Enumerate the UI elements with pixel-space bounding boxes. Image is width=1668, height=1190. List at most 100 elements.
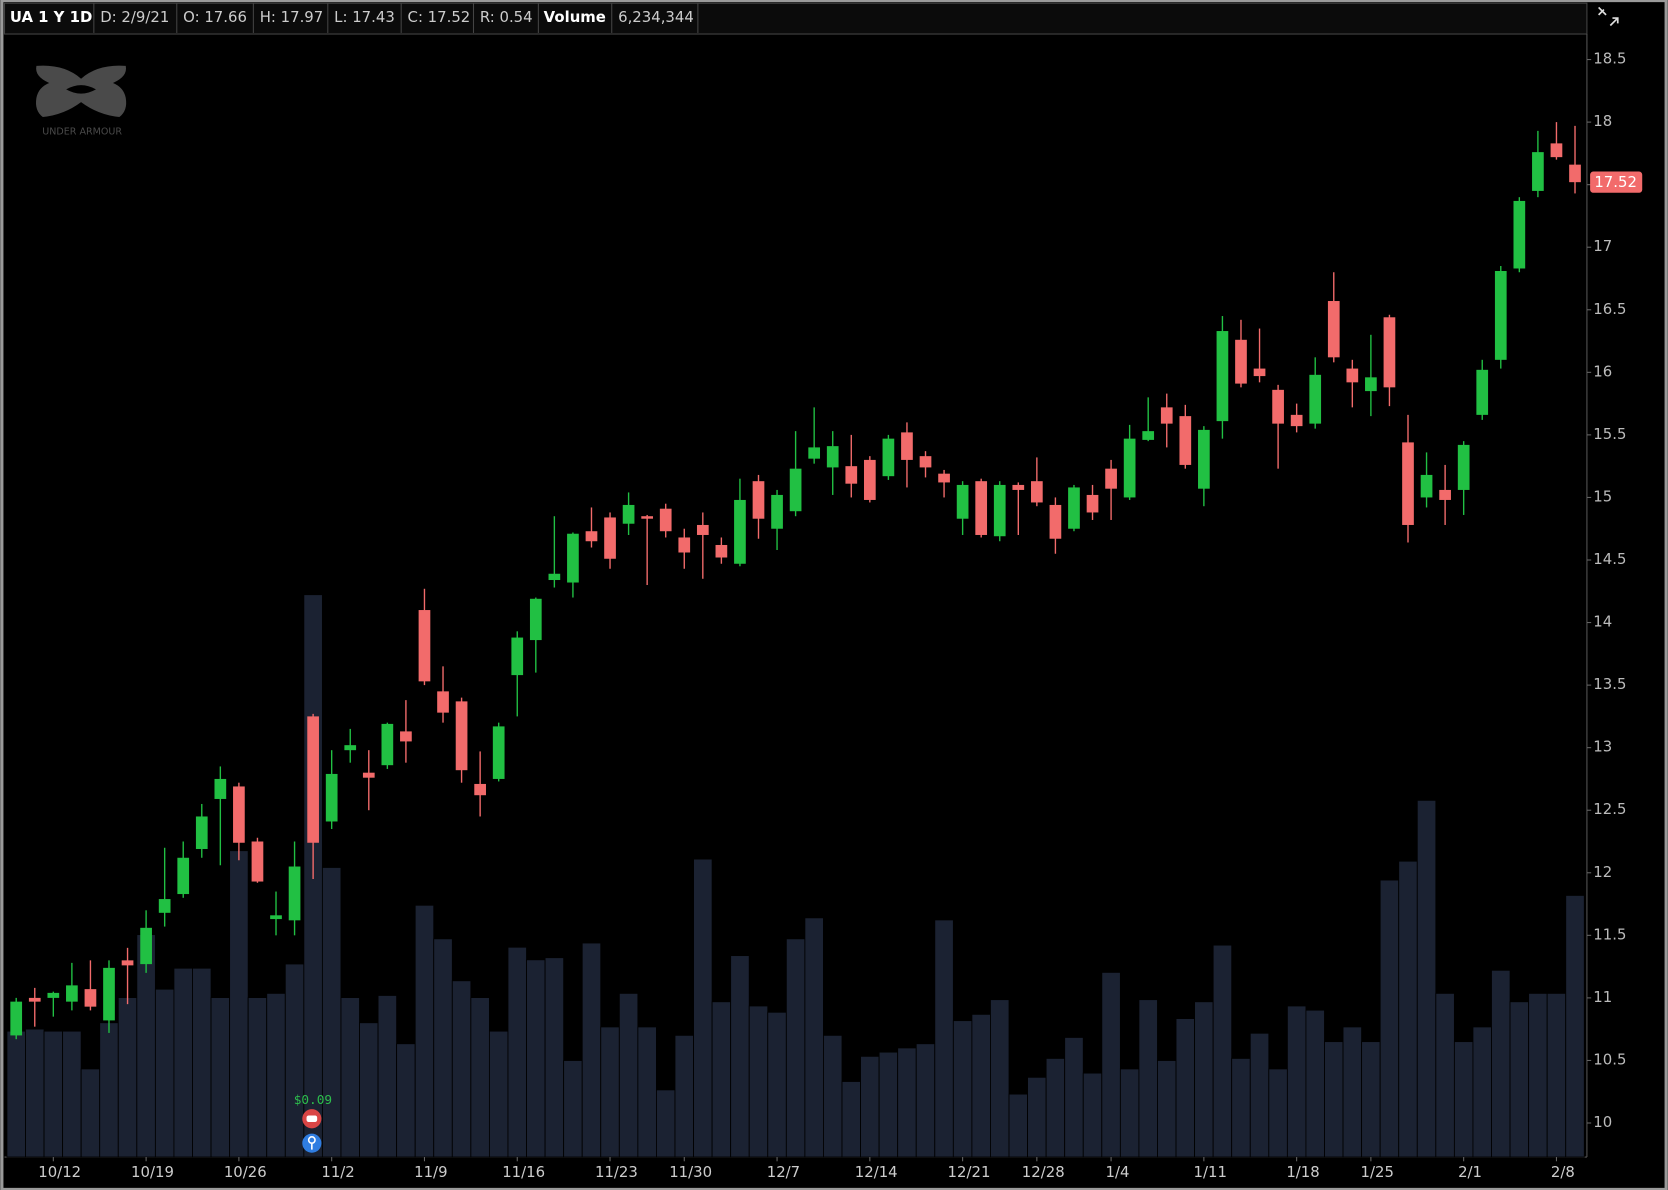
candle-body (1457, 444, 1470, 490)
candle-body (1068, 487, 1080, 529)
volume-bar (488, 1030, 509, 1158)
x-tick-label: 10/19 (131, 1163, 174, 1181)
volume-bar (433, 938, 453, 1158)
volume-bar (1027, 1076, 1047, 1158)
candle-body (177, 857, 190, 895)
volume-bar (117, 997, 138, 1158)
x-tick-label: 12/28 (1022, 1163, 1065, 1181)
candle-body (1569, 164, 1581, 183)
volume-bar (173, 967, 193, 1158)
candle-body (1494, 270, 1507, 360)
volume-bar (1249, 1032, 1270, 1158)
candle-body (233, 786, 245, 843)
candle-body (1123, 438, 1136, 498)
candle-body (1086, 494, 1099, 513)
candle-body (140, 927, 152, 965)
logo-mark (35, 65, 127, 117)
candle-body (1031, 481, 1043, 503)
icon-glyph (306, 1115, 318, 1122)
candle-body (66, 985, 78, 1002)
volume-bar (711, 1001, 732, 1158)
volume-bar (1268, 1068, 1288, 1158)
candle-body (956, 484, 969, 519)
candle-body (678, 537, 691, 553)
y-tick-label: 11.5 (1593, 925, 1626, 943)
x-tick-label: 11/9 (414, 1163, 447, 1181)
symbol[interactable]: UA 1 Y 1D (10, 8, 93, 26)
date: D: 2/9/21 (100, 8, 169, 26)
volume-bar (1212, 944, 1233, 1158)
volume-bar (1324, 1041, 1344, 1158)
volume-bar (581, 942, 602, 1158)
volume-bar (990, 999, 1010, 1158)
candle-body (882, 438, 895, 477)
candle-body (10, 1001, 23, 1036)
volume-bar (841, 1081, 861, 1158)
candle-body (325, 773, 338, 822)
y-tick-label: 13 (1593, 738, 1612, 756)
volume-bar (1416, 799, 1437, 1158)
expand-icon[interactable] (1598, 6, 1619, 27)
y-tick-label: 16.5 (1593, 300, 1626, 318)
candle-body (641, 516, 654, 519)
volume-bar (1361, 1041, 1381, 1158)
candle-body (307, 716, 319, 843)
logo: UNDER ARMOUR (35, 65, 127, 137)
volume-bar (43, 1030, 64, 1158)
candle-body (158, 899, 171, 913)
candle-body (1513, 200, 1526, 269)
y-tick-label: 18 (1593, 112, 1612, 130)
candle-body (1550, 143, 1563, 158)
volume-bar (1064, 1037, 1084, 1158)
header-bar (3, 2, 1588, 35)
volume-bar (1138, 999, 1158, 1158)
candle-body (1420, 474, 1433, 498)
candle-body (28, 997, 41, 1002)
volume-bar (210, 997, 231, 1158)
candle-body (381, 723, 394, 766)
logo-text: UNDER ARMOUR (42, 126, 122, 137)
volume-bar (544, 957, 565, 1158)
candle-body (845, 466, 858, 484)
candle-body (919, 456, 932, 468)
candle-body (511, 637, 524, 676)
y-tick-label: 10 (1593, 1113, 1612, 1131)
candle-body (1160, 407, 1173, 424)
volume-bar (1379, 879, 1400, 1158)
candle-body (604, 517, 616, 559)
candle-body (771, 494, 783, 529)
y-tick-label: 13.5 (1593, 675, 1626, 693)
volume-bar (359, 1022, 379, 1158)
candle-body (1049, 504, 1062, 539)
open: O: 17.66 (183, 8, 247, 26)
volume-bar (377, 995, 398, 1158)
volume-bar (1565, 894, 1585, 1158)
y-tick-label: 10.5 (1593, 1050, 1626, 1068)
earnings-event[interactable]: $0.09 (294, 1093, 332, 1153)
icon[interactable] (1598, 6, 1619, 27)
candle-body (1532, 152, 1544, 191)
volume-bar (6, 1030, 26, 1158)
candle-body (121, 960, 134, 966)
candle-body (901, 432, 913, 460)
volume-bar (284, 963, 305, 1158)
volume-bar (693, 858, 713, 1158)
volume-bar (1398, 860, 1418, 1158)
volume-bar (1286, 1005, 1307, 1158)
volume-bar (915, 1043, 936, 1158)
volume-bar (934, 919, 954, 1158)
volume-bar (804, 917, 824, 1158)
volume-bar (396, 1043, 416, 1158)
candle-body (344, 745, 357, 751)
last-price-label: 17.52 (1594, 173, 1637, 191)
y-tick-label: 14.5 (1593, 550, 1626, 568)
candle-body (1216, 331, 1229, 422)
volume-bar (526, 959, 546, 1158)
x-tick-label: 2/8 (1551, 1163, 1575, 1181)
candle-body (808, 447, 821, 459)
volume-bar (1008, 1093, 1028, 1158)
x-tick-label: 10/12 (38, 1163, 81, 1181)
volume-bar (897, 1047, 917, 1158)
candle-body (418, 610, 431, 682)
